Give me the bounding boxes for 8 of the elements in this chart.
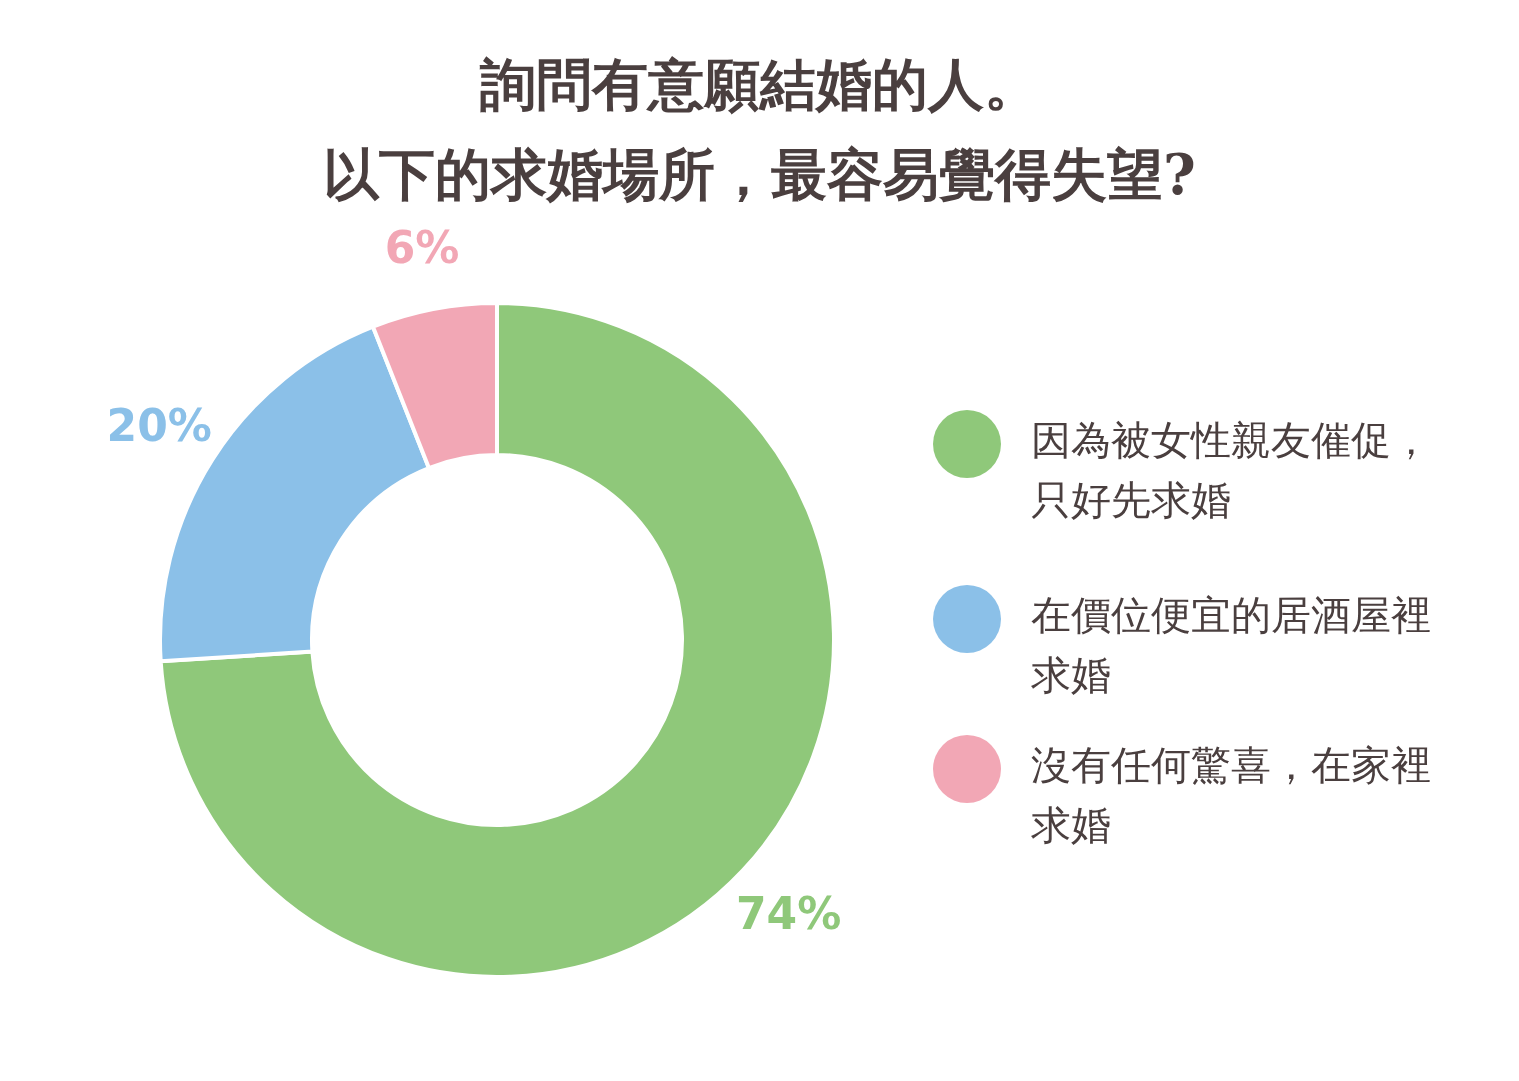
legend-label: 因為被女性親友催促，只好先求婚 xyxy=(1031,416,1432,525)
chart-subtitle: 以下的求婚場所，最容易覺得失望? xyxy=(322,140,1197,209)
chart-title: 詢問有意願結婚的人。 xyxy=(478,50,1041,119)
legend-label: 沒有任何驚喜，在家裡求婚 xyxy=(1031,741,1432,850)
data-label: 20% xyxy=(106,400,212,452)
data-label: 74% xyxy=(735,888,842,940)
legend-label: 在價位便宜的居酒屋裡求婚 xyxy=(1031,591,1432,700)
data-label: 6% xyxy=(384,221,460,273)
